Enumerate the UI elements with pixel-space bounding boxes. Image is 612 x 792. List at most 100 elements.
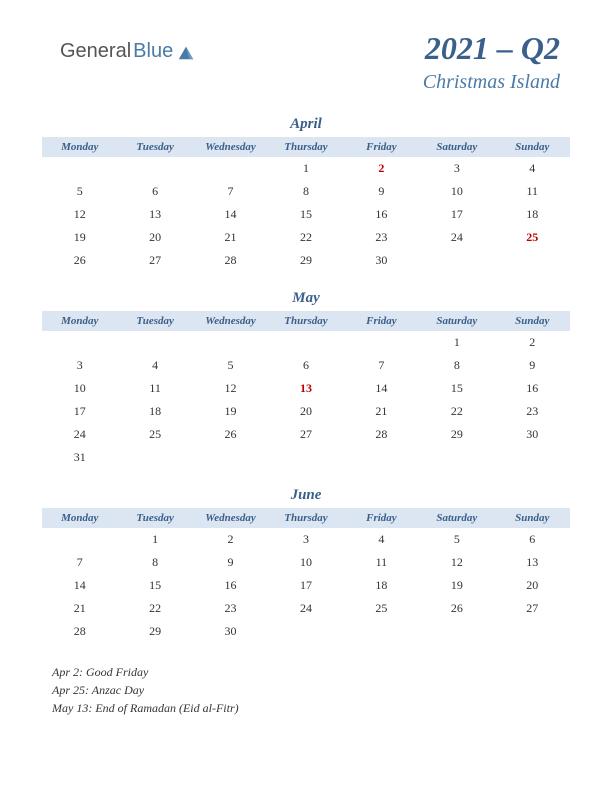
calendar-day-cell: 1 [419, 331, 494, 354]
calendar-day-cell: 21 [193, 226, 268, 249]
calendar-day-cell: 5 [193, 354, 268, 377]
calendar-day-cell: 9 [193, 551, 268, 574]
calendar-week-row: 10111213141516 [42, 377, 570, 400]
calendar-day-cell: 30 [344, 249, 419, 272]
calendar-months: AprilMondayTuesdayWednesdayThursdayFrida… [42, 116, 570, 643]
calendar-day-cell [268, 331, 343, 354]
calendar-day-cell: 2 [344, 157, 419, 180]
calendar-week-row: 1234 [42, 157, 570, 180]
calendar-week-row: 3456789 [42, 354, 570, 377]
calendar-day-cell: 8 [268, 180, 343, 203]
calendar-day-cell: 22 [419, 400, 494, 423]
day-header: Tuesday [117, 137, 192, 157]
calendar-day-cell: 8 [117, 551, 192, 574]
calendar-day-cell: 6 [117, 180, 192, 203]
calendar-day-cell: 22 [268, 226, 343, 249]
calendar-day-cell [344, 446, 419, 469]
calendar-week-row: 282930 [42, 620, 570, 643]
calendar-day-cell: 30 [495, 423, 570, 446]
calendar-week-row: 78910111213 [42, 551, 570, 574]
calendar-day-cell: 21 [42, 597, 117, 620]
calendar-day-cell: 15 [268, 203, 343, 226]
calendar-day-cell [268, 446, 343, 469]
calendar-day-cell: 1 [268, 157, 343, 180]
calendar-day-cell [193, 446, 268, 469]
day-header: Wednesday [193, 311, 268, 331]
calendar-day-cell [193, 157, 268, 180]
logo-text-blue: Blue [133, 40, 173, 63]
calendar-day-cell: 4 [117, 354, 192, 377]
calendar-day-cell: 12 [193, 377, 268, 400]
calendar-day-cell: 16 [193, 574, 268, 597]
calendar-day-cell: 9 [495, 354, 570, 377]
calendar-day-cell: 29 [117, 620, 192, 643]
day-header: Friday [344, 311, 419, 331]
calendar-day-cell: 2 [495, 331, 570, 354]
calendar-day-cell: 26 [193, 423, 268, 446]
calendar-day-cell [42, 331, 117, 354]
calendar-day-cell: 10 [419, 180, 494, 203]
calendar-day-cell [419, 446, 494, 469]
calendar-day-cell: 15 [419, 377, 494, 400]
calendar-day-cell: 12 [419, 551, 494, 574]
month-block-may: MayMondayTuesdayWednesdayThursdayFridayS… [42, 290, 570, 469]
calendar-week-row: 19202122232425 [42, 226, 570, 249]
logo-triangle-icon [177, 43, 195, 61]
calendar-day-cell: 26 [42, 249, 117, 272]
day-header: Thursday [268, 137, 343, 157]
day-header: Thursday [268, 311, 343, 331]
calendar-day-cell: 15 [117, 574, 192, 597]
logo-text-general: General [60, 40, 131, 63]
calendar-week-row: 17181920212223 [42, 400, 570, 423]
calendar-day-cell: 18 [495, 203, 570, 226]
calendar-day-cell: 7 [344, 354, 419, 377]
calendar-day-cell: 14 [42, 574, 117, 597]
calendar-day-cell: 27 [495, 597, 570, 620]
holiday-note-item: Apr 2: Good Friday [52, 663, 570, 681]
calendar-day-cell: 28 [193, 249, 268, 272]
calendar-day-cell [344, 620, 419, 643]
calendar-day-cell [193, 331, 268, 354]
day-header: Thursday [268, 508, 343, 528]
calendar-day-cell [495, 446, 570, 469]
calendar-day-cell: 16 [495, 377, 570, 400]
calendar-day-cell: 13 [268, 377, 343, 400]
calendar-day-cell: 25 [344, 597, 419, 620]
calendar-day-cell: 7 [193, 180, 268, 203]
calendar-week-row: 567891011 [42, 180, 570, 203]
holiday-notes: Apr 2: Good FridayApr 25: Anzac DayMay 1… [42, 663, 570, 717]
month-name: April [42, 116, 570, 133]
calendar-day-cell: 20 [268, 400, 343, 423]
day-header: Wednesday [193, 508, 268, 528]
calendar-day-cell: 18 [344, 574, 419, 597]
calendar-day-cell [419, 249, 494, 272]
calendar-day-cell: 25 [117, 423, 192, 446]
calendar-day-cell [419, 620, 494, 643]
calendar-day-cell: 17 [419, 203, 494, 226]
calendar-day-cell: 11 [495, 180, 570, 203]
calendar-day-cell: 9 [344, 180, 419, 203]
calendar-day-cell: 23 [193, 597, 268, 620]
calendar-day-cell: 6 [495, 528, 570, 551]
calendar-day-cell [117, 446, 192, 469]
calendar-day-cell: 12 [42, 203, 117, 226]
calendar-day-cell [42, 528, 117, 551]
calendar-week-row: 31 [42, 446, 570, 469]
calendar-day-cell: 16 [344, 203, 419, 226]
calendar-day-cell [42, 157, 117, 180]
calendar-table: MondayTuesdayWednesdayThursdayFridaySatu… [42, 508, 570, 643]
calendar-day-cell [117, 157, 192, 180]
holiday-note-item: Apr 25: Anzac Day [52, 681, 570, 699]
calendar-day-cell: 11 [117, 377, 192, 400]
calendar-day-cell: 25 [495, 226, 570, 249]
day-header: Wednesday [193, 137, 268, 157]
calendar-day-cell: 30 [193, 620, 268, 643]
month-block-april: AprilMondayTuesdayWednesdayThursdayFrida… [42, 116, 570, 272]
calendar-day-cell: 24 [419, 226, 494, 249]
calendar-day-cell: 31 [42, 446, 117, 469]
day-header: Monday [42, 508, 117, 528]
day-header: Tuesday [117, 311, 192, 331]
logo: General Blue [60, 40, 195, 63]
day-header: Monday [42, 137, 117, 157]
calendar-day-cell [495, 620, 570, 643]
